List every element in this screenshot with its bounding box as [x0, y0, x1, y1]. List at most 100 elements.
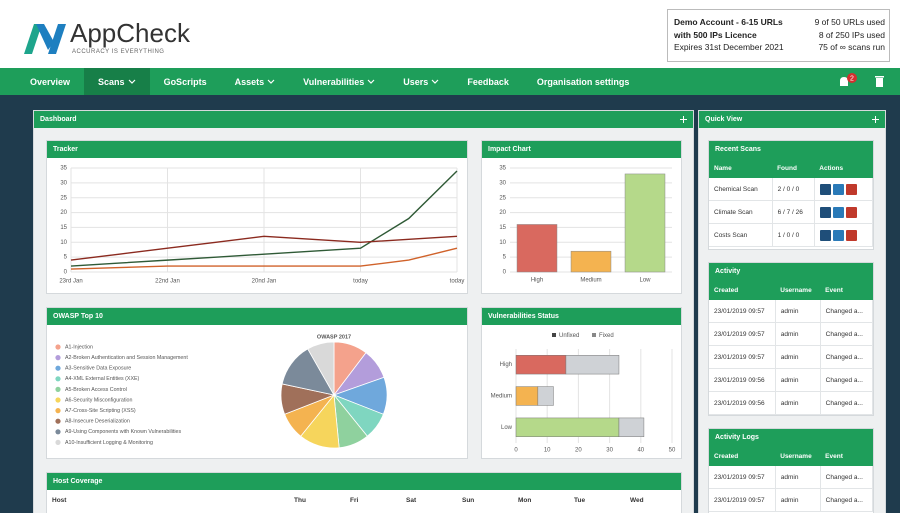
action-button[interactable]	[819, 206, 831, 218]
legend-label: Unfixed	[559, 333, 579, 339]
column-header: Tue	[569, 490, 625, 510]
bar	[516, 224, 558, 273]
column-header: Mon	[513, 490, 569, 510]
panel-title: OWASP Top 10	[47, 308, 467, 325]
y-tick-label: 5	[64, 255, 68, 261]
y-tick-label: 20	[499, 210, 506, 216]
x-tick-label: 10	[544, 448, 551, 454]
notification-count: 2	[850, 75, 854, 82]
table-row: 23/01/2019 09:57 admin Changed a...	[709, 322, 873, 346]
table: Host Thu Fri Sat Sun Mon Tue Wed	[47, 490, 681, 510]
nav-item[interactable]: Assets	[221, 68, 290, 95]
table-row: 23/01/2019 09:56 admin Changed a...	[709, 391, 873, 415]
nav-item[interactable]: Vulnerabilities	[289, 68, 389, 95]
column-header: Wed	[625, 490, 681, 510]
line-series	[70, 235, 458, 261]
y-tick-label: Low	[501, 425, 513, 431]
vuln-chart: 0 10 20 30 40 50 Unfixed Fixed High Medium Low	[491, 333, 676, 454]
nav-item[interactable]: Scans	[84, 68, 150, 95]
nav-label: Scans	[98, 76, 125, 87]
x-tick-label: Medium	[580, 278, 601, 284]
table-cell: 23/01/2019 09:57	[709, 300, 776, 323]
pie-slice	[307, 341, 335, 397]
tagline: ACCURACY IS EVERYTHING	[72, 49, 165, 55]
bar-segment	[618, 417, 645, 437]
table-cell: Climate Scan	[709, 200, 773, 224]
action-button[interactable]	[819, 183, 831, 195]
action-button[interactable]	[832, 229, 844, 241]
action-button[interactable]	[845, 206, 857, 218]
nav-bar: Overview Scans GoScripts Assets Vulnerabilit…	[0, 68, 900, 95]
usage-line: 75 of ∞ scans run	[818, 42, 885, 52]
y-tick-label: 15	[499, 225, 506, 231]
table-row: Climate Scan 6 / 7 / 26	[709, 200, 873, 224]
x-tick-label: 30	[606, 448, 613, 454]
expand-icon[interactable]	[872, 116, 879, 123]
table-cell: Changed a...	[820, 322, 873, 346]
table-cell: admin	[775, 322, 821, 346]
nav-item[interactable]: GoScripts	[150, 68, 221, 95]
table-cell: 23/01/2019 09:56	[709, 391, 776, 415]
table: Name Found Actions Chemical Scan 2 / 0 / 0 Cl…	[709, 158, 873, 247]
table-cell: Changed a...	[820, 391, 873, 415]
legend-label: Fixed	[599, 333, 614, 339]
nav-item[interactable]: Overview	[16, 68, 84, 95]
table-cell: admin	[775, 368, 821, 392]
caret	[431, 79, 439, 84]
legend-swatch	[55, 418, 61, 424]
column-header: Fri	[345, 490, 401, 510]
panel-title: Quick View	[699, 111, 885, 128]
table-cell: 6 / 7 / 26	[772, 200, 815, 224]
nav-item[interactable]: Feedback	[453, 68, 523, 95]
table-cell: 23/01/2019 09:56	[709, 368, 776, 392]
column-header: Name	[709, 158, 773, 178]
activity-panel: Activity Created Username Event 23/01/2019 0…	[708, 262, 874, 416]
action-button[interactable]	[845, 183, 857, 195]
table: Created Username Event 23/01/2019 09:57 admi…	[709, 280, 873, 415]
expand-icon[interactable]	[680, 116, 687, 123]
table-row: Chemical Scan 2 / 0 / 0	[709, 178, 873, 201]
y-tick-label: 30	[499, 180, 506, 186]
table-row: 23/01/2019 09:56 admin Changed a...	[709, 368, 873, 392]
table-cell: Changed a...	[820, 488, 873, 512]
nav-item[interactable]: Organisation settings	[523, 68, 644, 95]
legend-swatch	[55, 344, 61, 350]
nav-item[interactable]: Users	[389, 68, 453, 95]
vuln-panel: Vulnerabilities Status 0 10 20 30 40 50 Unfixed…	[481, 307, 682, 459]
y-tick-label: 10	[60, 240, 67, 246]
y-tick-label: 25	[60, 195, 67, 201]
account-line: Expires 31st December 2021	[674, 42, 784, 52]
title-text: Quick View	[705, 116, 743, 123]
column-header: Event	[820, 446, 873, 466]
table-row: 23/01/2019 09:57 admin Changed a...	[709, 300, 873, 323]
nav-label: Vulnerabilities	[303, 76, 365, 87]
x-tick-label: 23rd Jan	[59, 279, 82, 285]
bar-segment	[537, 386, 554, 406]
action-button[interactable]	[819, 229, 831, 241]
table-cell: 23/01/2019 09:57	[709, 345, 776, 369]
column-header: Username	[775, 446, 821, 466]
table-row: 23/01/2019 09:57 admin Changed a...	[709, 488, 873, 512]
owasp-panel: OWASP Top 10 OWASP 2017 A1-Injection A2-Bro…	[46, 307, 468, 459]
x-tick-label: Low	[639, 278, 651, 284]
legend-swatch	[55, 365, 61, 371]
legend-swatch	[55, 376, 61, 382]
x-tick-label: 22nd Jan	[155, 279, 180, 285]
panel-title: Vulnerabilities Status	[482, 308, 681, 325]
column-header: Host	[47, 490, 289, 510]
nav-icons: 2	[840, 73, 884, 87]
nav-label: GoScripts	[163, 76, 207, 87]
table-cell: Changed a...	[820, 466, 873, 489]
table-cell: Changed a...	[820, 300, 873, 323]
action-button[interactable]	[832, 183, 844, 195]
impact-chart: 0 5 10 15 20 25 30 35 High Medium Low	[499, 166, 672, 284]
y-tick-label: 5	[503, 255, 507, 261]
action-button[interactable]	[832, 206, 844, 218]
line-series	[70, 170, 458, 267]
table-cell: admin	[775, 488, 821, 512]
impact-panel: Impact Chart 0 5 10 15 20 25 30 35 High Medium Low	[481, 140, 682, 294]
table-cell: 23/01/2019 09:57	[709, 466, 776, 489]
y-tick-label: High	[500, 362, 512, 368]
legend-label: A3-Sensitive Data Exposure	[65, 366, 131, 372]
action-button[interactable]	[845, 229, 857, 241]
